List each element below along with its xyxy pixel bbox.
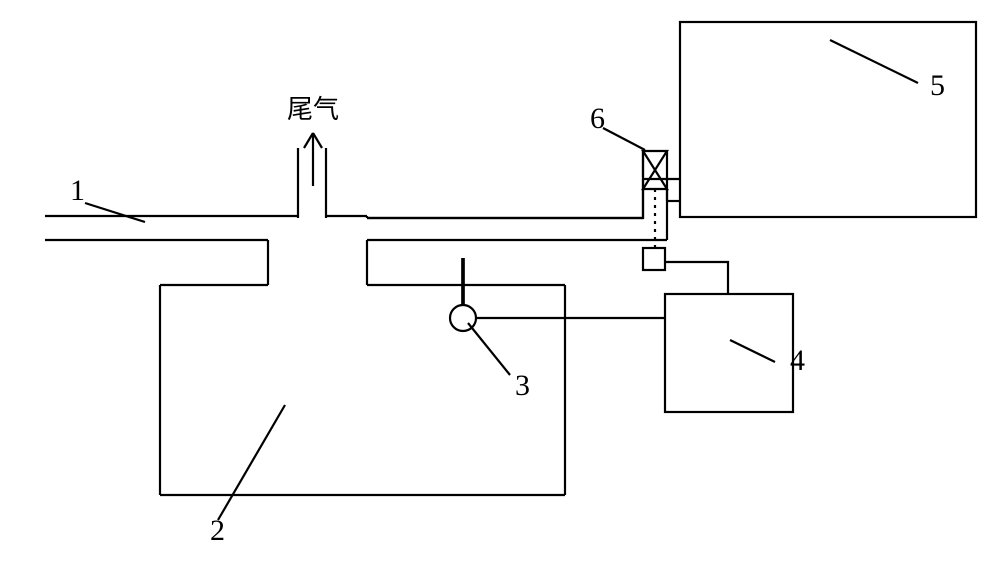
leader-l1 bbox=[85, 203, 145, 222]
block-5 bbox=[680, 22, 976, 217]
label-l3: 3 bbox=[515, 369, 530, 402]
label-exhaust: 尾气 bbox=[287, 95, 339, 124]
leader-l3 bbox=[468, 323, 510, 375]
leader-l5 bbox=[830, 40, 918, 83]
label-l2: 2 bbox=[210, 514, 225, 547]
valve-6 bbox=[643, 151, 667, 189]
leader-l4 bbox=[730, 340, 775, 362]
controller-box bbox=[643, 248, 665, 270]
wire-sq-4 bbox=[665, 262, 728, 294]
label-l4: 4 bbox=[790, 344, 805, 377]
diagram-root: 1 2 3 4 5 6 尾气 bbox=[0, 0, 1000, 568]
block-4 bbox=[665, 294, 793, 412]
leader-l6 bbox=[603, 128, 645, 150]
label-l6: 6 bbox=[590, 102, 605, 135]
leader-l2 bbox=[218, 405, 285, 520]
label-l1: 1 bbox=[70, 174, 85, 207]
label-l5: 5 bbox=[930, 69, 945, 102]
